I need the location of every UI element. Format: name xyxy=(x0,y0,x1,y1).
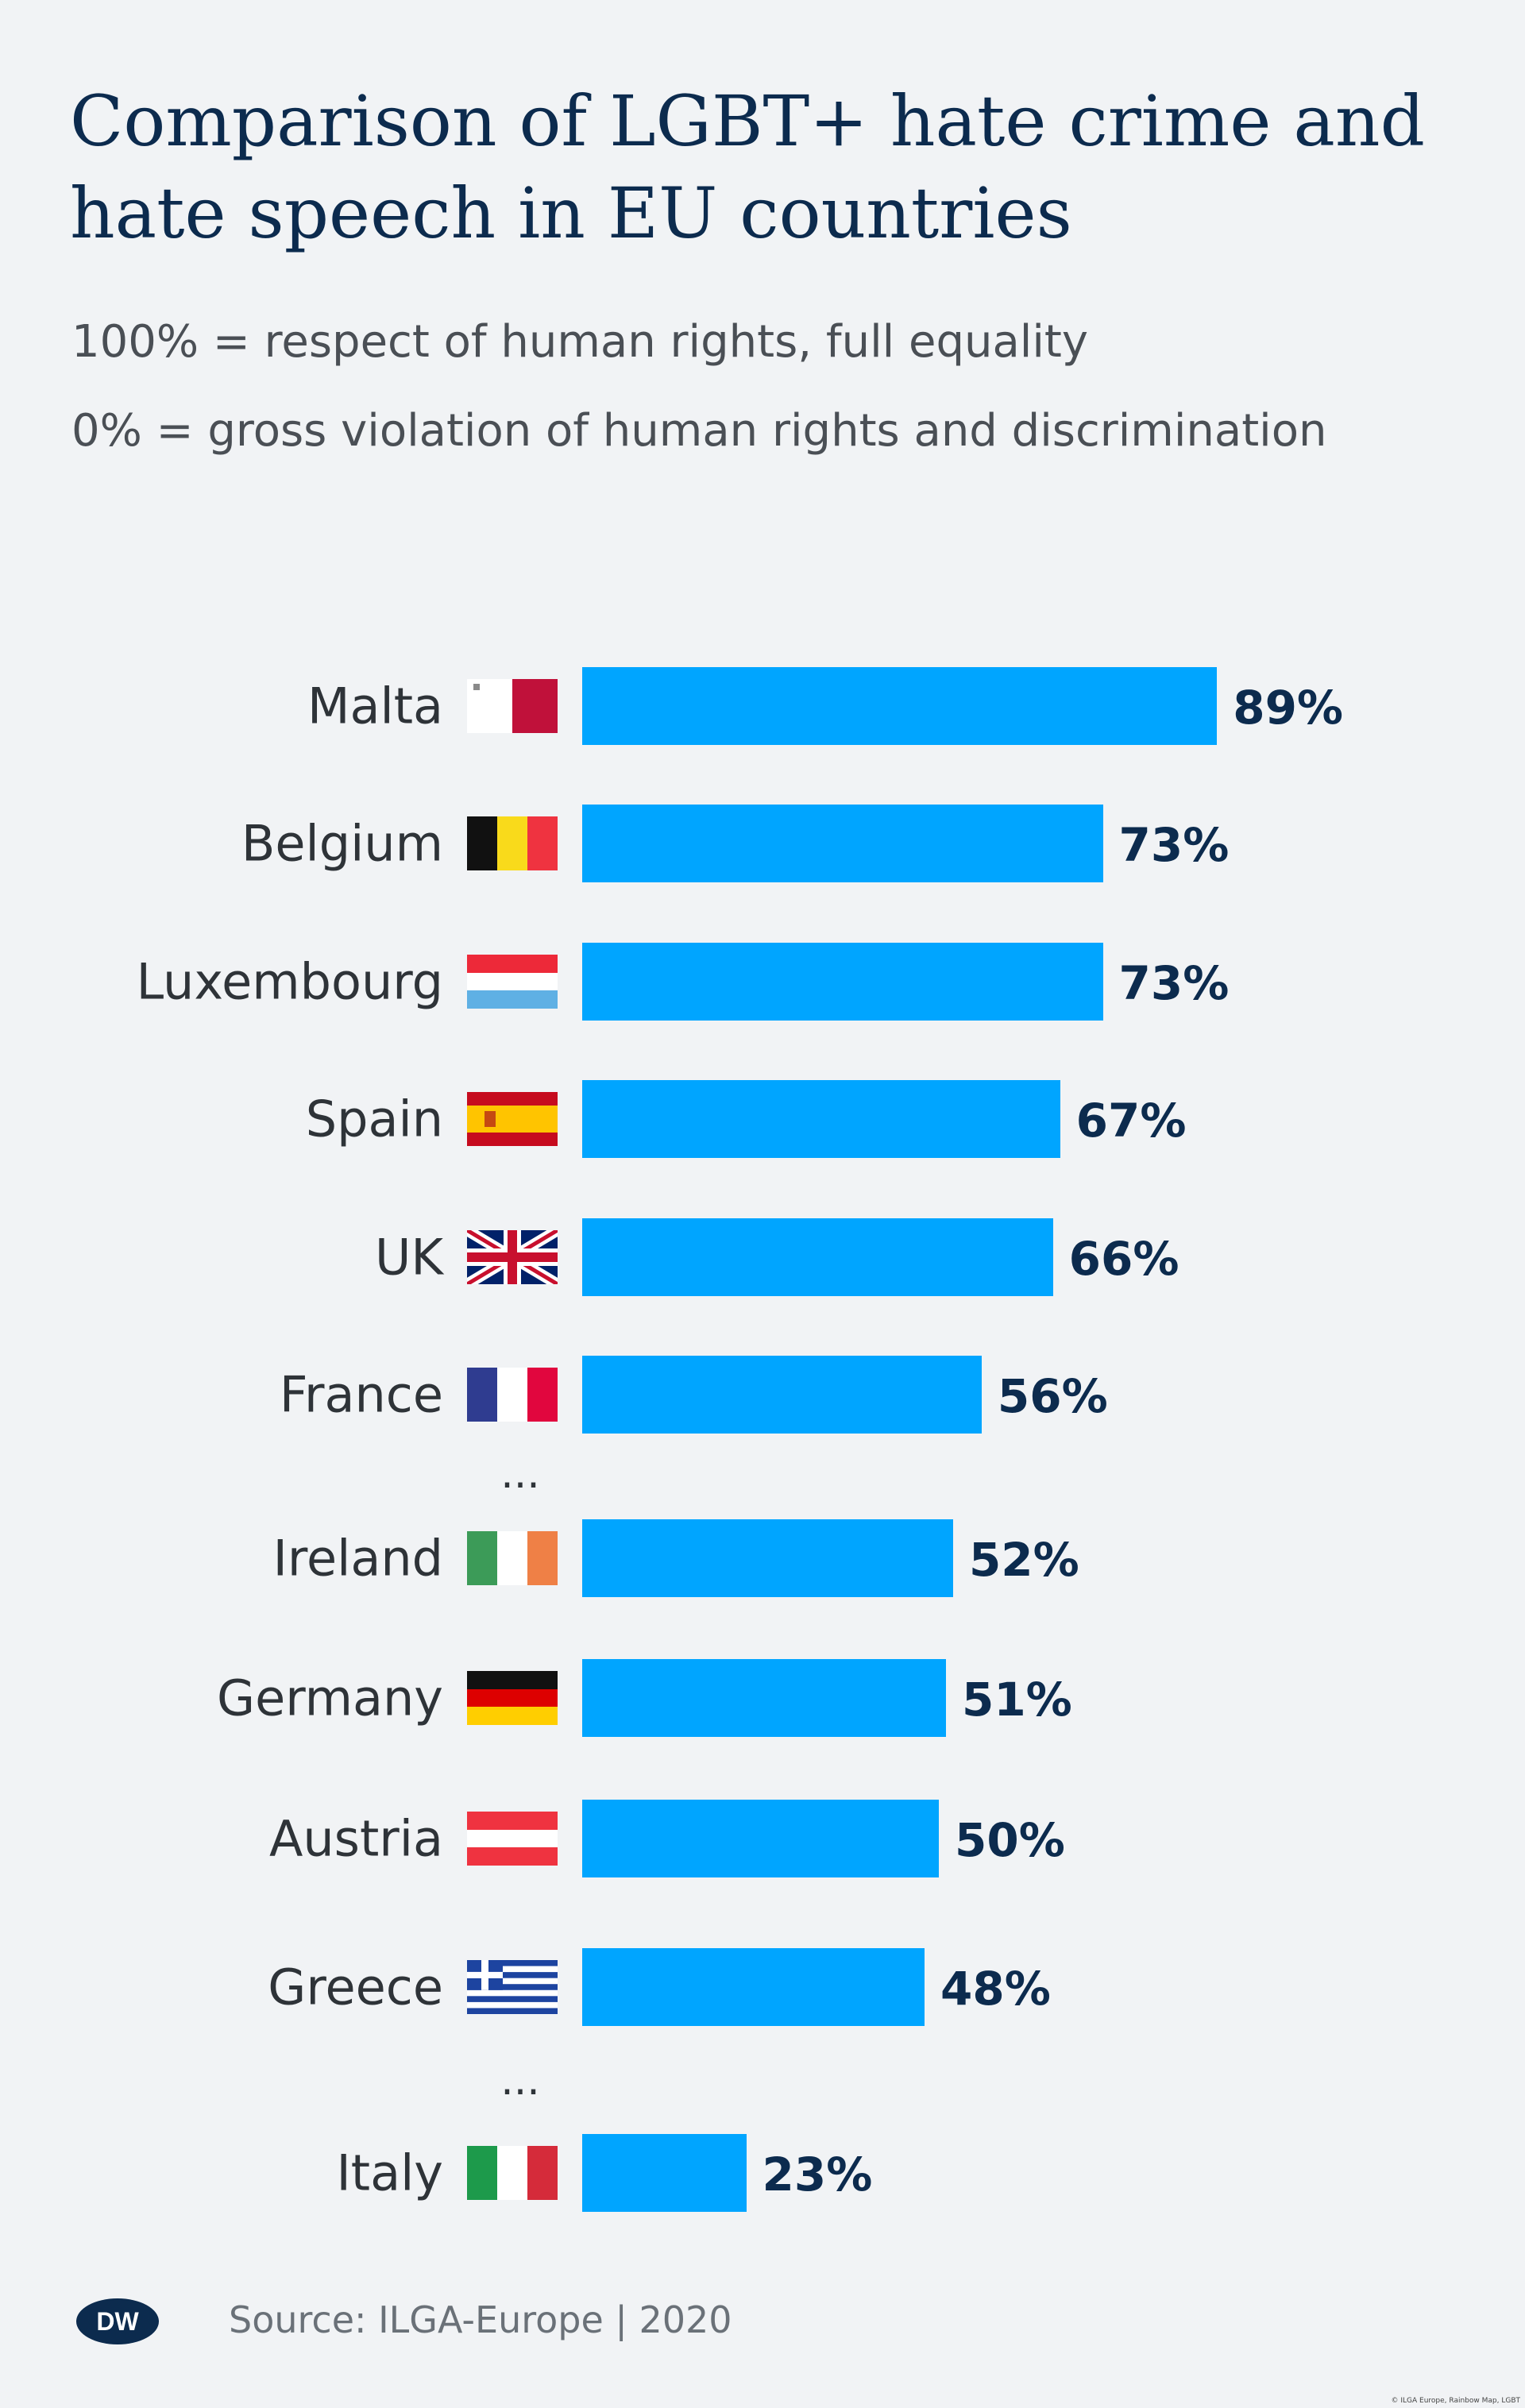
belgium-flag-icon xyxy=(467,816,558,870)
spain-flag-icon xyxy=(467,1092,558,1146)
austria-flag-icon xyxy=(467,1812,558,1866)
subtitle-line-2: 0% = gross violation of human rights and… xyxy=(71,405,1327,457)
uk-flag-icon xyxy=(467,1230,558,1284)
ireland-flag-icon xyxy=(467,1531,558,1585)
row-gap-ellipsis: ... xyxy=(500,2057,540,2105)
category-label-greece: Greece xyxy=(268,1958,443,2016)
value-label-luxembourg: 73% xyxy=(1118,956,1230,1010)
value-label-spain: 67% xyxy=(1075,1094,1187,1148)
category-label-spain: Spain xyxy=(305,1090,443,1148)
italy-flag-icon xyxy=(467,2146,558,2200)
category-label-austria: Austria xyxy=(268,1809,443,1868)
value-label-malta: 89% xyxy=(1233,681,1344,735)
category-label-ireland: Ireland xyxy=(272,1529,443,1588)
bar-belgium xyxy=(582,805,1103,882)
value-label-italy: 23% xyxy=(762,2148,873,2202)
category-label-germany: Germany xyxy=(217,1669,443,1727)
france-flag-icon xyxy=(467,1368,558,1422)
bar-germany xyxy=(582,1659,946,1737)
bar-ireland xyxy=(582,1519,953,1597)
bar-austria xyxy=(582,1800,939,1877)
bar-uk xyxy=(582,1218,1053,1296)
title-line-1: Comparison of LGBT+ hate crime and xyxy=(70,80,1425,162)
row-gap-ellipsis: ... xyxy=(500,1450,540,1498)
svg-text:DW: DW xyxy=(96,2307,139,2336)
copyright-note: © ILGA Europe, Rainbow Map, LGBT xyxy=(1391,2397,1520,2405)
value-label-uk: 66% xyxy=(1068,1232,1179,1286)
category-label-belgium: Belgium xyxy=(241,814,443,873)
bar-spain xyxy=(582,1080,1060,1158)
category-label-uk: UK xyxy=(374,1228,443,1287)
value-label-austria: 50% xyxy=(955,1813,1065,1867)
bar-france xyxy=(582,1356,982,1434)
category-label-italy: Italy xyxy=(336,2144,443,2202)
bar-italy xyxy=(582,2134,747,2212)
value-label-ireland: 52% xyxy=(968,1533,1079,1587)
malta-flag-icon xyxy=(467,679,558,733)
bar-greece xyxy=(582,1948,925,2026)
chart-title: Comparison of LGBT+ hate crime and hate … xyxy=(70,75,1484,260)
bar-luxembourg xyxy=(582,943,1103,1021)
source-note: Source: ILGA-Europe | 2020 xyxy=(229,2298,732,2341)
title-line-2: hate speech in EU countries xyxy=(70,172,1072,254)
luxembourg-flag-icon xyxy=(467,955,558,1009)
value-label-greece: 48% xyxy=(940,1962,1051,2016)
dw-logo-icon: DW xyxy=(76,2298,159,2344)
value-label-france: 56% xyxy=(997,1369,1108,1423)
value-label-germany: 51% xyxy=(961,1673,1072,1727)
germany-flag-icon xyxy=(467,1671,558,1725)
category-label-france: France xyxy=(279,1365,443,1424)
greece-flag-icon xyxy=(467,1960,558,2014)
bar-malta xyxy=(582,667,1218,745)
category-label-malta: Malta xyxy=(307,677,443,735)
subtitle-line-1: 100% = respect of human rights, full equ… xyxy=(71,316,1089,368)
category-label-luxembourg: Luxembourg xyxy=(136,952,443,1011)
value-label-belgium: 73% xyxy=(1118,818,1230,872)
